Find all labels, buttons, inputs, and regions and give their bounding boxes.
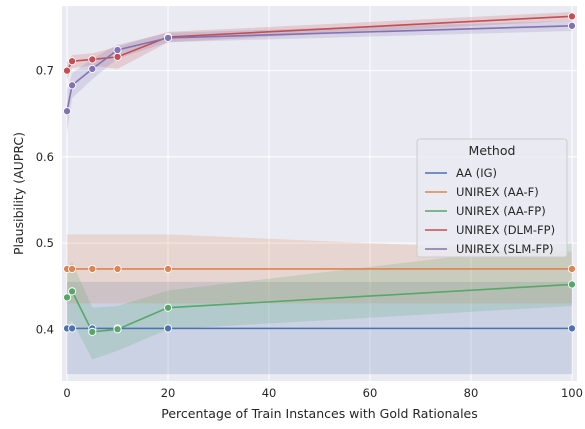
grid-lines bbox=[62, 6, 577, 381]
data-point bbox=[113, 264, 122, 273]
x-tick-label: 100 bbox=[561, 386, 583, 400]
data-point bbox=[88, 327, 97, 336]
data-point bbox=[113, 325, 122, 334]
y-axis-label: Plausibility (AUPRC) bbox=[11, 132, 26, 255]
data-point bbox=[567, 264, 577, 273]
x-tick-label: 60 bbox=[363, 386, 378, 400]
data-point bbox=[88, 55, 97, 64]
data-point bbox=[113, 45, 122, 55]
legend-box bbox=[416, 138, 568, 258]
data-point bbox=[88, 264, 97, 273]
y-tick-label: 0.7 bbox=[36, 64, 54, 78]
data-point bbox=[113, 52, 122, 61]
data-point bbox=[567, 12, 577, 21]
data-point bbox=[62, 107, 72, 116]
legend-label: UNIREX (AA-F) bbox=[456, 185, 539, 199]
x-axis-label: Percentage of Train Instances with Gold … bbox=[161, 406, 478, 421]
data-point bbox=[68, 81, 77, 90]
y-tick-labels: 0.4 0.5 0.6 0.7 bbox=[36, 64, 54, 337]
x-tick-label: 40 bbox=[262, 386, 277, 400]
data-point bbox=[68, 57, 77, 66]
data-point bbox=[567, 21, 577, 30]
data-point bbox=[68, 287, 77, 296]
data-point bbox=[163, 33, 173, 42]
data-point bbox=[567, 324, 577, 333]
legend-title: Method bbox=[469, 143, 516, 158]
confidence-band bbox=[67, 20, 572, 133]
legend-label: UNIREX (DLM-FP) bbox=[456, 223, 555, 237]
y-tick-label: 0.6 bbox=[36, 150, 54, 164]
series-line bbox=[66, 25, 573, 112]
confidence-band bbox=[67, 243, 572, 360]
x-tick-label: 20 bbox=[161, 386, 176, 400]
x-tick-label: 0 bbox=[63, 386, 70, 400]
legend-label: AA (IG) bbox=[456, 166, 497, 180]
x-tick-labels: 0 20 40 60 80 100 bbox=[63, 386, 583, 400]
data-point bbox=[88, 64, 97, 73]
legend-label: UNIREX (SLM-FP) bbox=[456, 242, 554, 256]
data-point bbox=[68, 324, 77, 333]
y-tick-label: 0.4 bbox=[36, 322, 54, 336]
data-point bbox=[62, 293, 72, 302]
data-point bbox=[163, 264, 173, 273]
legend: Method AA (IG) UNIREX (AA-F) UNIREX (AA-FP… bbox=[416, 138, 568, 258]
legend-label: UNIREX (AA-FP) bbox=[456, 204, 546, 218]
data-point bbox=[68, 264, 77, 273]
legend-items: AA (IG) UNIREX (AA-F) UNIREX (AA-FP) UNIREX… bbox=[425, 166, 555, 256]
data-point bbox=[163, 324, 173, 333]
data-point bbox=[62, 66, 72, 75]
y-tick-label: 0.5 bbox=[36, 236, 54, 250]
x-tick-label: 80 bbox=[464, 386, 479, 400]
series-points bbox=[62, 12, 577, 336]
data-point bbox=[567, 280, 577, 289]
data-point bbox=[163, 303, 173, 312]
